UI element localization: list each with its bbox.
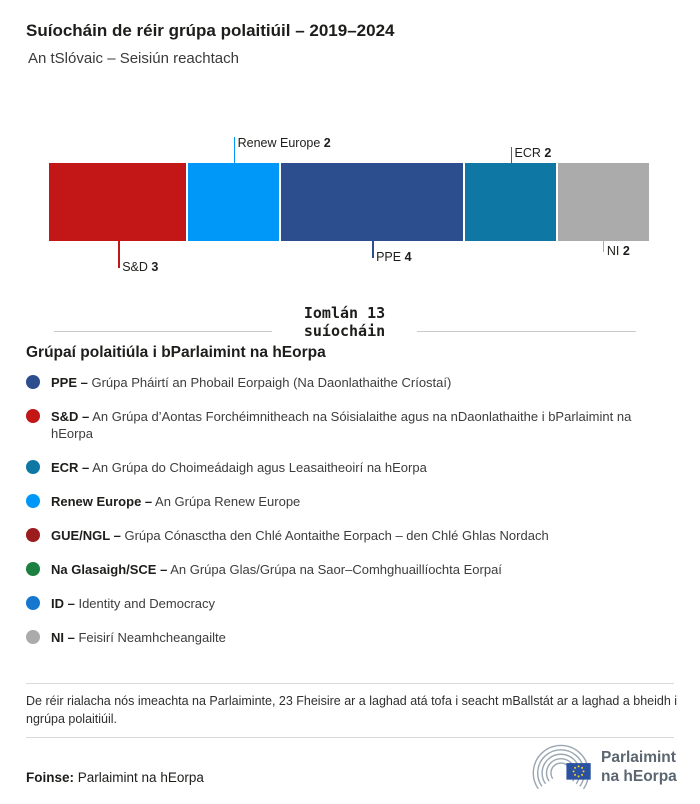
footer-divider-top	[26, 683, 674, 684]
callout-line	[118, 241, 120, 268]
total-seats-line2: suíocháin	[303, 322, 386, 340]
bar-segment-ppe	[280, 163, 464, 241]
legend-color-dot	[26, 409, 40, 423]
legend-item-text: GUE/NGL – Grúpa Cónasctha den Chlé Aonta…	[51, 528, 549, 543]
bar-segment-s-d	[49, 163, 187, 241]
legend-item-text: PPE – Grúpa Pháirtí an Phobail Eorpaigh …	[51, 375, 452, 390]
footnote-text: De réir rialacha nós imeachta na Parlaim…	[26, 694, 678, 726]
callout-label: ECR 2	[514, 146, 552, 160]
legend-item-text: S&D – An Grúpa d’Aontas Forchéimnitheach…	[51, 409, 632, 441]
callout-line	[602, 241, 605, 252]
legend-color-dot	[26, 494, 40, 508]
legend-item-text: ID – Identity and Democracy	[51, 596, 216, 611]
bar-segment-ni	[557, 163, 649, 241]
bar-segment-renew-europe	[188, 163, 279, 241]
divider-line-right	[417, 331, 636, 332]
legend-item: PPE – Grúpa Pháirtí an Phobail Eorpaigh …	[26, 374, 676, 391]
legend: PPE – Grúpa Pháirtí an Phobail Eorpaigh …	[26, 374, 676, 663]
legend-item-text: Renew Europe – An Grúpa Renew Europe	[51, 494, 301, 509]
callout-label: Renew Europe 2	[237, 136, 331, 150]
ep-logo-wordmark: Parlaimint na hEorpa	[601, 748, 677, 786]
callout-line	[233, 137, 236, 163]
legend-item: Na Glasaigh/SCE – An Grúpa Glas/Grúpa na…	[26, 561, 676, 578]
ep-logo-line1: Parlaimint	[601, 749, 676, 766]
legend-color-dot	[26, 562, 40, 576]
callout-line	[372, 241, 374, 258]
bar-segment-ecr	[465, 163, 556, 241]
total-seats-line1: Iomlán 13	[303, 304, 386, 322]
callout-label: S&D 3	[122, 260, 159, 274]
footer-divider-bottom	[26, 737, 674, 738]
eu-flag-icon	[566, 763, 591, 780]
legend-item: Renew Europe – An Grúpa Renew Europe	[26, 493, 676, 510]
source-label: Foinse:	[26, 770, 75, 785]
legend-item-text: Na Glasaigh/SCE – An Grúpa Glas/Grúpa na…	[51, 562, 502, 577]
source-line: Foinse: Parlaimint na hEorpa	[26, 770, 204, 785]
european-parliament-logo-icon	[532, 744, 591, 790]
page-title: Suíocháin de réir grúpa polaitiúil – 201…	[26, 21, 395, 40]
legend-color-dot	[26, 630, 40, 644]
legend-color-dot	[26, 596, 40, 610]
total-seats-label: Iomlán 13 suíocháin	[272, 304, 417, 340]
ep-logo-line2: na hEorpa	[601, 768, 677, 785]
divider-line-left	[54, 331, 272, 332]
seat-distribution-chart: S&D 3 Renew Europe 2 PPE 4 ECR 2 NI 2	[0, 130, 700, 280]
callout-label: PPE 4	[376, 250, 412, 264]
legend-item: ID – Identity and Democracy	[26, 595, 676, 612]
page-subtitle: An tSlóvaic – Seisiún reachtach	[28, 50, 239, 67]
legend-color-dot	[26, 528, 40, 542]
callout-label: NI 2	[606, 244, 630, 258]
callout-line	[510, 147, 513, 163]
total-seats-annotation: Iomlán 13 suíocháin	[0, 302, 700, 342]
legend-item: NI – Feisirí Neamhcheangailte	[26, 629, 676, 646]
legend-heading: Grúpaí polaitiúla i bParlaimint na hEorp…	[26, 344, 326, 361]
legend-item: ECR – An Grúpa do Choimeádaigh agus Leas…	[26, 459, 676, 476]
legend-item: GUE/NGL – Grúpa Cónasctha den Chlé Aonta…	[26, 527, 676, 544]
legend-color-dot	[26, 375, 40, 389]
legend-color-dot	[26, 460, 40, 474]
legend-item-text: ECR – An Grúpa do Choimeádaigh agus Leas…	[51, 460, 427, 475]
eu-flag-stars-icon	[572, 765, 585, 778]
source-value: Parlaimint na hEorpa	[77, 770, 204, 785]
legend-item: S&D – An Grúpa d’Aontas Forchéimnitheach…	[26, 408, 676, 442]
legend-item-text: NI – Feisirí Neamhcheangailte	[51, 630, 226, 645]
